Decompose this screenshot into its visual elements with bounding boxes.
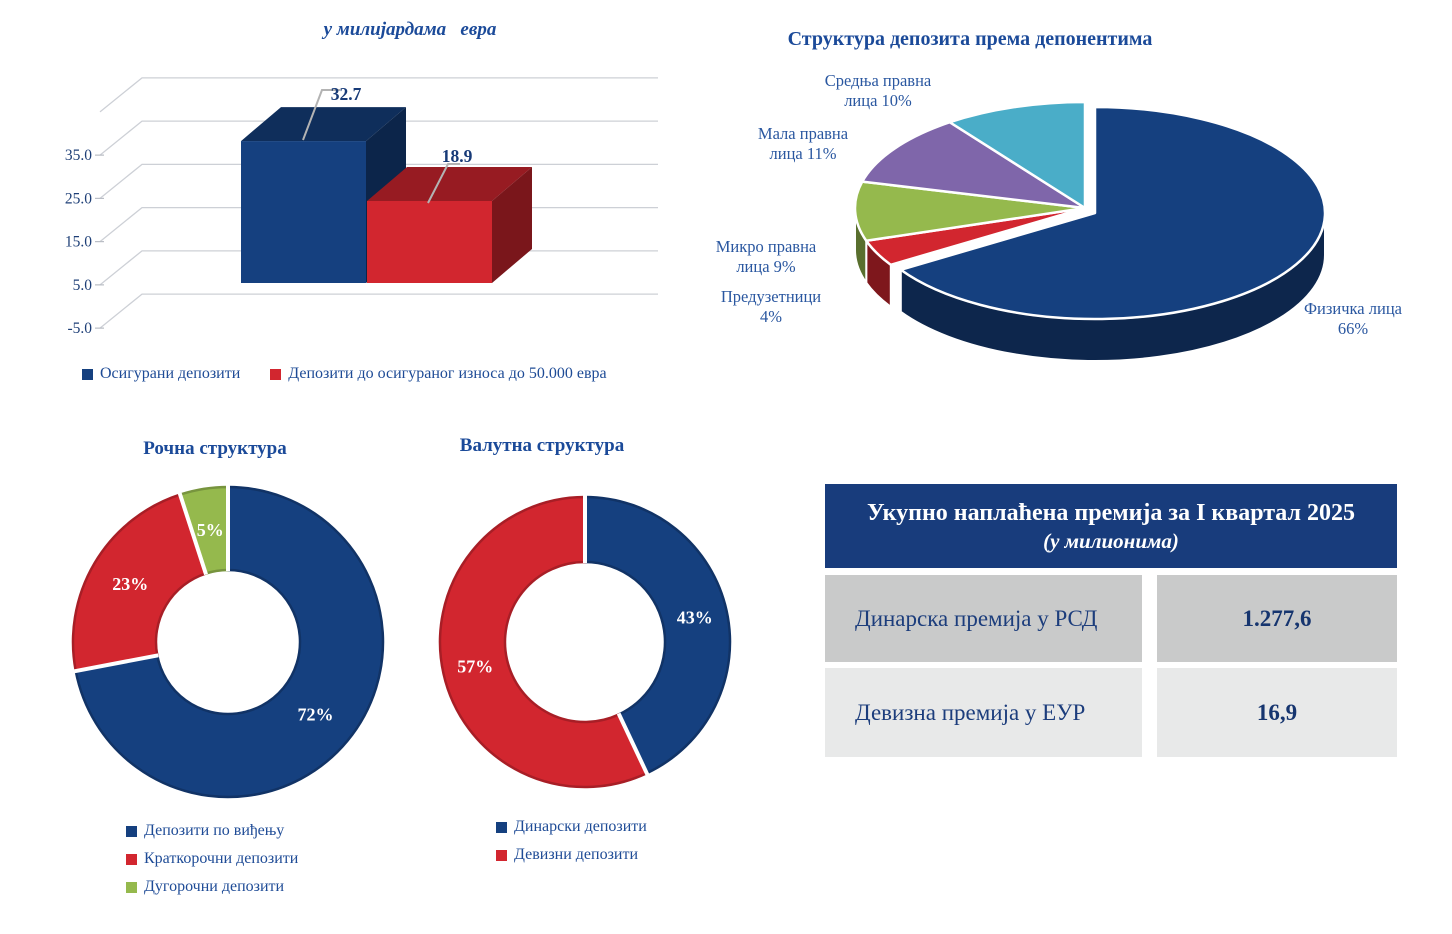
maturity-legend-item: Дугорочни депозити: [126, 878, 298, 896]
pie-slice-label: Мала правна лица 11%: [757, 124, 849, 163]
legend-label: Осигурани депозити: [100, 365, 241, 382]
legend-label: Дугорочни депозити: [144, 878, 285, 895]
premium-table-subtitle: (у милионима): [1043, 529, 1179, 553]
currency-structure-donut-chart: Валутна структура 43% 57% Динарски депози…: [430, 430, 790, 900]
bar-value-label: 32.7: [331, 84, 362, 104]
legend-marker-icon: [270, 368, 282, 380]
y-axis-tick-label: 15.0: [65, 234, 92, 251]
legend-label: Депозити по виђењу: [144, 822, 285, 839]
table-column-divider: [1142, 575, 1157, 662]
gridline: [99, 293, 658, 329]
table-column-divider: [1142, 668, 1157, 757]
pie-slice: [853, 180, 1087, 243]
y-axis-tick-label: 35.0: [65, 147, 92, 164]
table-row-value: 16,9: [1157, 668, 1397, 757]
bar-legend-item: Осигурани депозити: [82, 365, 240, 383]
donut-percent-label: 43%: [677, 607, 713, 627]
donut-percent-label: 72%: [297, 704, 333, 724]
premium-table: Укупно наплаћена премија за I квартал 20…: [825, 484, 1397, 757]
legend-marker-icon: [126, 825, 137, 837]
currency-chart-title: Валутна структура: [459, 435, 625, 456]
pie-slice: [860, 120, 1087, 210]
donut-percent-label: 5%: [197, 520, 224, 540]
legend-marker-icon: [82, 368, 93, 380]
insured-deposits-bar-chart: у милијардама евра 35.0 25.0 15.0 5.0 -5.0 32…: [60, 10, 760, 410]
y-axis-tick-label: 25.0: [65, 190, 92, 207]
donut-slice-gap: [73, 653, 159, 674]
legend-label: Девизни депозити: [514, 846, 639, 863]
table-row-label: Девизна премија у ЕУР: [825, 668, 1142, 757]
donut-slice: [74, 485, 385, 799]
legend-label: Депозити до осигураног износа до 50.000 …: [288, 365, 607, 382]
legend-marker-icon: [126, 881, 137, 893]
legend-marker-icon: [126, 853, 137, 865]
pie-slice: [948, 100, 1087, 210]
gridline: [99, 77, 658, 113]
currency-chart-plot: 43% 57%: [438, 495, 732, 789]
legend-marker-icon: [496, 849, 507, 861]
bar-front-face: [241, 141, 366, 283]
donut-slice-gap: [177, 492, 208, 576]
bar-top-face: [367, 166, 532, 201]
legend-label: Краткорочни депозити: [144, 850, 299, 867]
legend-marker-icon: [496, 821, 507, 833]
premium-table-header: Укупно наплаћена премија за I квартал 20…: [825, 484, 1397, 568]
y-axis-tick-label: -5.0: [67, 320, 92, 337]
bar-legend-item: Депозити до осигураног износа до 50.000 …: [270, 365, 607, 383]
bar-chart-legend: Осигурани депозити Депозити до осигураног…: [82, 365, 607, 383]
premium-table-title: Укупно наплаћена премија за I квартал 20…: [867, 500, 1355, 526]
bar-side-face: [492, 166, 532, 283]
currency-legend-item: Динарски депозити: [496, 818, 647, 836]
table-row: Динарска премија у РСД 1.277,6: [825, 575, 1397, 662]
currency-chart-legend: Динарски депозити Девизни депозити: [496, 818, 647, 874]
gridline: [99, 120, 658, 156]
depositor-structure-pie-chart: Структура депозита према депонентима Физ…: [700, 10, 1452, 420]
donut-slice: [438, 495, 648, 789]
maturity-chart-plot: 72% 23% 5%: [71, 485, 385, 799]
bar-value-label: 18.9: [442, 146, 473, 166]
table-row: Девизна премија у ЕУР 16,9: [825, 668, 1397, 757]
legend-label: Динарски депозити: [514, 818, 647, 835]
maturity-chart-legend: Депозити по виђењу Краткорочни депозити Ду…: [126, 822, 298, 906]
bar-front-face: [367, 200, 492, 283]
bar-chart-plot: 35.0 25.0 15.0 5.0 -5.0 32.7 18.9: [65, 77, 658, 337]
maturity-legend-item: Краткорочни депозити: [126, 850, 298, 868]
donut-percent-label: 23%: [112, 574, 148, 594]
donut-slice: [71, 493, 208, 673]
maturity-legend-item: Депозити по виђењу: [126, 822, 298, 840]
table-row-value: 1.277,6: [1157, 575, 1397, 662]
pie-slice-label: Микро правна лица 9%: [715, 237, 817, 276]
pie-chart-plot: [853, 100, 1327, 362]
data-label-leader-line: [427, 163, 460, 204]
gridline: [99, 163, 658, 199]
bar-chart-title: у милијардама евра: [323, 19, 497, 40]
currency-legend-item: Девизни депозити: [496, 846, 647, 864]
pie-slice-label: Предузетници 4%: [720, 287, 822, 326]
pie-slice-label: Физичка лица 66%: [1304, 299, 1402, 338]
y-axis-tick-label: 5.0: [73, 277, 93, 294]
maturity-chart-title: Рочна структура: [143, 438, 287, 459]
donut-slice-gap: [616, 712, 650, 776]
pie-slice-label: Средња правна лица 10%: [824, 71, 932, 110]
donut-percent-label: 57%: [457, 657, 493, 677]
donut-slice: [583, 495, 732, 775]
maturity-structure-donut-chart: Рочна структура 72% 23% 5% Депозити по виђ…: [60, 430, 450, 930]
data-label-leader-line: [302, 89, 340, 141]
pie-slice: [899, 105, 1327, 321]
bar-top-face: [241, 107, 406, 142]
table-row-label: Динарска премија у РСД: [825, 575, 1142, 662]
pie-chart-title: Структура депозита према депонентима: [787, 28, 1153, 50]
